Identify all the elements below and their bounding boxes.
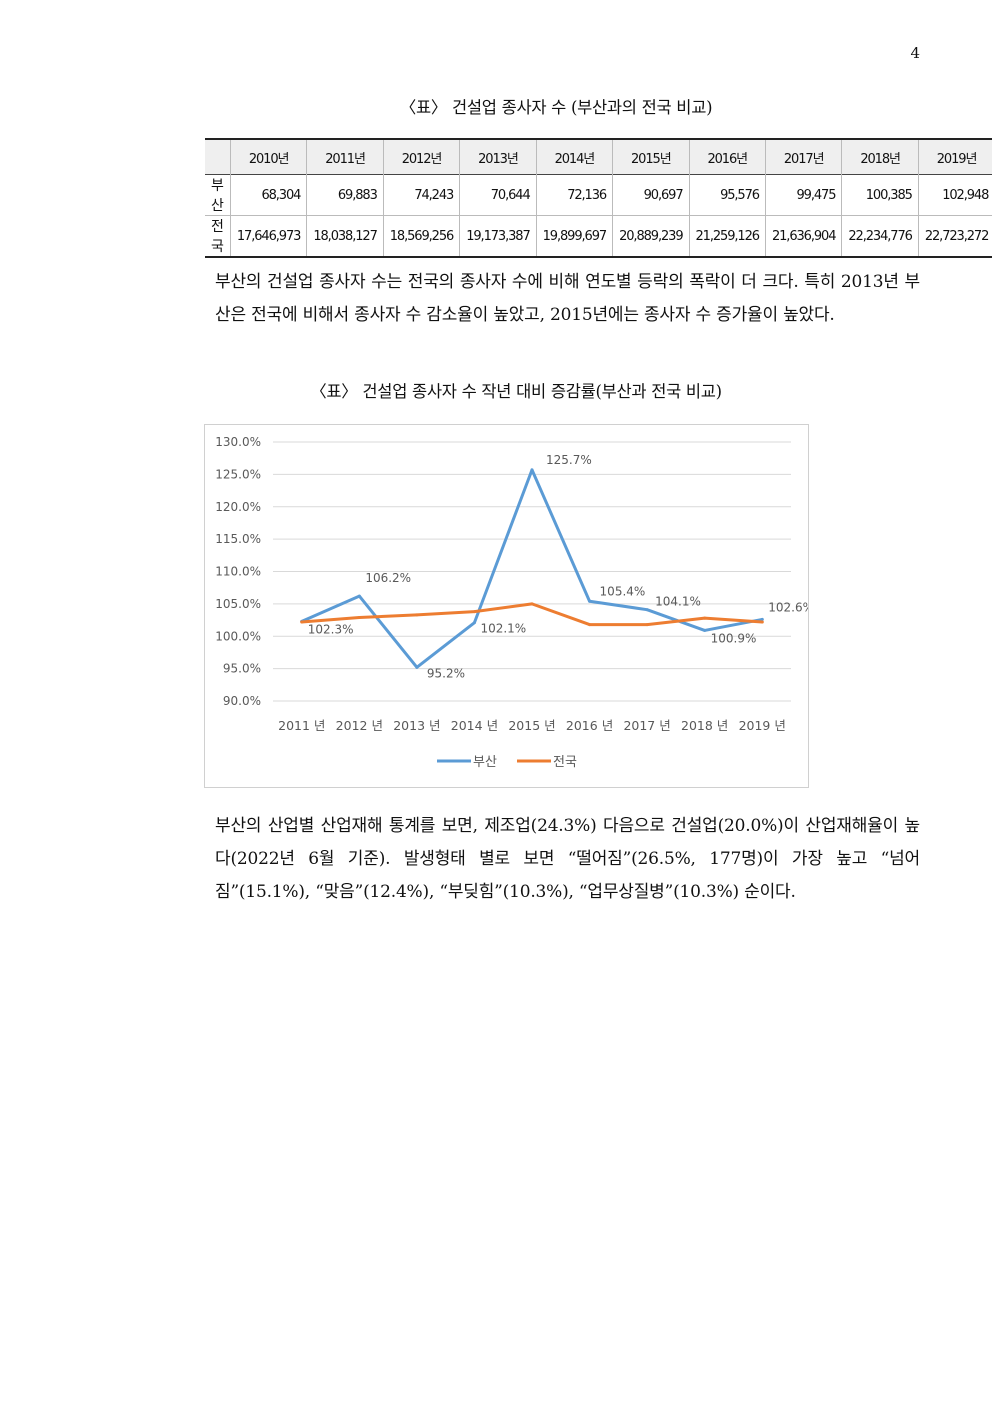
table-header-row: 2010년 2011년 2012년 2013년 2014년 2015년 2016… [205,139,992,175]
x-tick-label: 2013 년 [393,718,440,733]
table-cell: 19,173,387 [459,215,537,258]
table-cell: 20,889,239 [612,215,690,258]
row-label: 부산 [205,174,231,216]
body-paragraph-2: 부산의 산업별 산업재해 통계를 보면, 제조업(24.3%) 다음으로 건설업… [215,816,920,902]
data-point [530,468,534,472]
data-point [588,623,592,627]
x-tick-label: 2018 년 [681,718,728,733]
data-point [703,628,707,632]
x-tick-label: 2012 년 [336,718,383,733]
data-label: 125.7% [546,453,592,467]
y-tick-label: 95.0% [223,662,261,676]
y-tick-label: 120.0% [215,500,261,514]
table-cell: 69,883 [306,174,384,216]
table-cell: 95,576 [688,174,766,216]
y-tick-label: 100.0% [215,629,261,643]
x-tick-label: 2011 년 [278,718,325,733]
data-label: 102.3% [308,622,354,636]
series-line-0 [300,468,764,669]
growth-rate-chart: 90.0% 95.0% 100.0% 105.0% 110.0% 115.0% 120.0%… [204,424,809,788]
x-tick-label: 2015 년 [508,718,555,733]
table-cell: 100,385 [841,174,919,216]
column-header: 2012년 [382,139,460,175]
data-label: 102.6% [768,600,808,614]
table-cell: 22,234,776 [841,215,919,258]
column-header: 2011년 [306,139,384,175]
table-corner-cell [205,139,230,175]
table-cell: 90,697 [612,174,690,216]
table-cell: 72,136 [535,174,613,216]
data-label: 100.9% [711,631,757,645]
legend-label: 부산 [473,755,497,770]
column-header: 2010년 [229,139,307,175]
table-cell: 17,646,973 [229,215,307,258]
data-point [530,602,534,606]
table-cell: 99,475 [764,174,842,216]
y-tick-label: 110.0% [215,565,261,579]
data-label: 104.1% [655,595,701,609]
column-header: 2018년 [841,139,919,175]
data-point [357,615,361,619]
x-tick-label: 2014 년 [451,718,498,733]
data-label: 95.2% [427,666,465,680]
line-chart-svg: 90.0% 95.0% 100.0% 105.0% 110.0% 115.0% 120.0%… [215,435,808,770]
table-cell: 19,899,697 [535,215,613,258]
row-label: 전국 [205,215,231,258]
y-tick-label: 115.0% [215,532,261,546]
y-tick-label: 125.0% [215,467,261,481]
body-paragraph-1: 부산의 건설업 종사자 수는 전국의 종사자 수에 비해 연도별 등락의 폭락이… [215,272,920,325]
table-cell: 22,723,272 [917,215,992,258]
y-tick-label: 130.0% [215,435,261,449]
table-cell: 102,948 [917,174,992,216]
column-header: 2013년 [459,139,537,175]
table-cell: 21,636,904 [764,215,842,258]
data-point [300,620,304,624]
data-point [703,616,707,620]
data-point [760,617,764,621]
y-tick-label: 90.0% [223,694,261,708]
x-tick-label: 2019 년 [739,718,786,733]
column-header: 2017년 [764,139,842,175]
column-header: 2014년 [535,139,613,175]
table-row-busan: 부산 68,304 69,883 74,243 70,644 72,136 90… [205,174,992,216]
table-cell: 74,243 [382,174,460,216]
employment-table: 2010년 2011년 2012년 2013년 2014년 2015년 2016… [205,138,992,258]
table-cell: 21,259,126 [688,215,766,258]
table-row-national: 전국 17,646,973 18,038,127 18,569,256 19,1… [205,215,992,258]
column-header: 2016년 [688,139,766,175]
table-caption: 〈표〉 건설업 종사자 수 (부산과의 전국 비교) [399,98,713,117]
table-cell: 18,569,256 [382,215,460,258]
data-label: 105.4% [600,584,646,598]
data-point [472,621,476,625]
page-number: 4 [910,44,920,62]
data-point [645,608,649,612]
data-label: 102.1% [480,622,526,636]
table-cell: 18,038,127 [306,215,384,258]
data-point [357,594,361,598]
column-header: 2019년 [917,139,992,175]
data-point [760,620,764,624]
data-point [415,613,419,617]
data-point [472,610,476,614]
column-header: 2015년 [612,139,690,175]
x-tick-label: 2016 년 [566,718,613,733]
data-point [415,665,419,669]
data-point [588,599,592,603]
legend-label: 전국 [553,755,577,770]
data-point [645,623,649,627]
table-cell: 70,644 [459,174,537,216]
chart-caption: 〈표〉 건설업 종사자 수 작년 대비 증감률(부산과 전국 비교) [310,382,722,401]
x-tick-label: 2017 년 [623,718,670,733]
table-cell: 68,304 [229,174,307,216]
data-label: 106.2% [365,571,411,585]
y-tick-label: 105.0% [215,597,261,611]
